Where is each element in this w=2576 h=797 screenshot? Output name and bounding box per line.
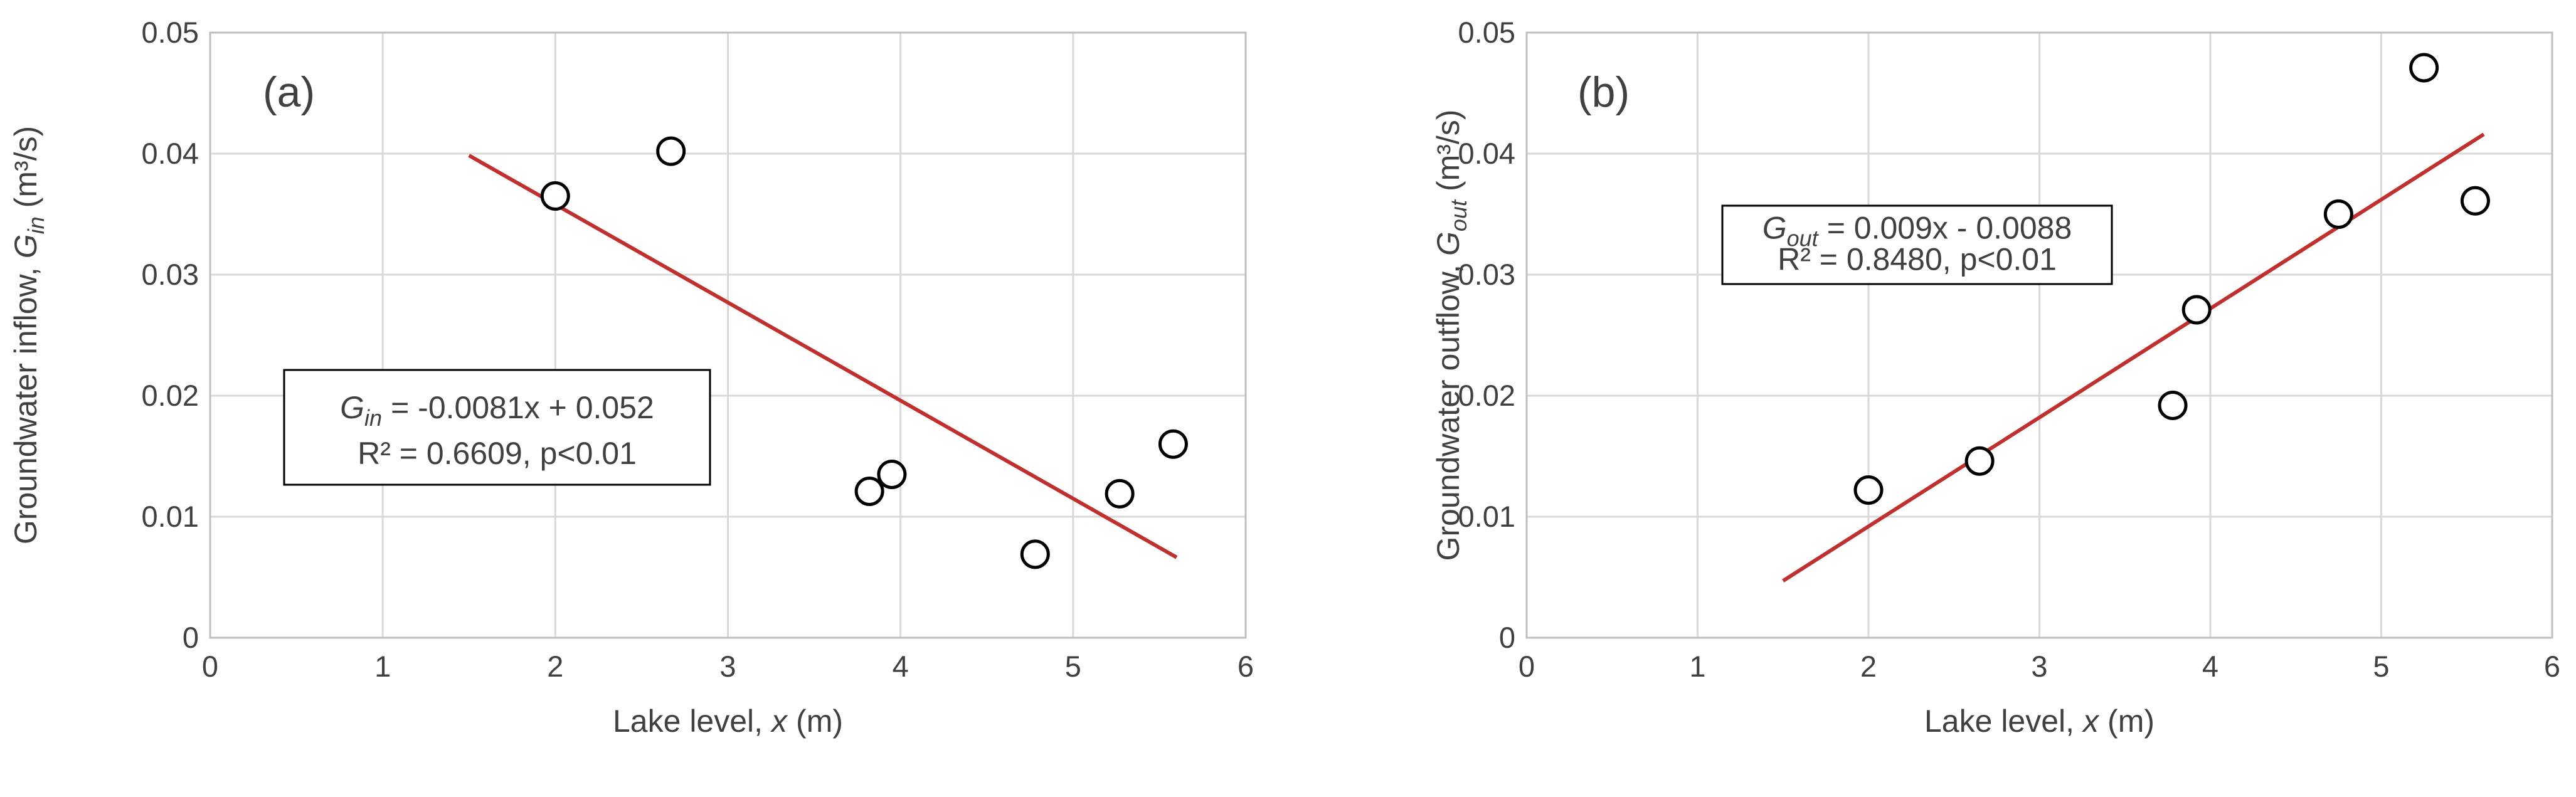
x-label-symbol: x — [2082, 704, 2100, 739]
data-point — [1158, 429, 1188, 459]
x-label-text: Lake level, — [1924, 704, 2074, 739]
y-tick-label: 0.04 — [1458, 137, 1515, 170]
x-tick-label: 4 — [2202, 650, 2218, 683]
equation-box — [1721, 204, 2113, 285]
x-tick-label: 0 — [1519, 650, 1535, 683]
x-tick-label: 5 — [2373, 650, 2389, 683]
equation-box — [283, 369, 711, 486]
x-tick-label: 3 — [719, 650, 736, 683]
equation-subscript: in — [364, 405, 382, 431]
x-tick-label: 0 — [202, 650, 218, 683]
y-tick-label: 0.01 — [142, 500, 199, 533]
x-axis-label: Lake level, x (m) — [613, 704, 843, 739]
y-tick-label: 0.04 — [142, 137, 199, 170]
data-point — [854, 476, 884, 506]
y-label-unit: (m³/s) — [1431, 110, 1466, 192]
x-tick-label: 5 — [1065, 650, 1081, 683]
y-axis-label: Groundwater outflow, Gout (m³/s) — [1431, 110, 1471, 561]
equation-stats: R² = 0.6609, p<0.01 — [358, 436, 637, 471]
data-point — [2409, 53, 2439, 83]
y-tick-label: 0.02 — [1458, 379, 1515, 412]
data-point — [656, 136, 686, 166]
x-tick-label: 2 — [1860, 650, 1877, 683]
panel-label: (b) — [1577, 68, 1630, 116]
x-axis-label: Lake level, x (m) — [1924, 704, 2155, 739]
equation-subscript: out — [1787, 226, 1820, 251]
plot-border — [209, 31, 1247, 639]
y-tick-label: 0.01 — [1458, 500, 1515, 533]
x-tick-label: 2 — [547, 650, 563, 683]
equation-symbol: G — [340, 390, 364, 425]
trendline — [1782, 132, 2485, 583]
x-label-unit: (m) — [796, 704, 843, 739]
data-point — [1853, 475, 1884, 505]
x-label-symbol: x — [770, 704, 788, 739]
y-label-subscript: in — [23, 216, 49, 234]
y-tick-label: 0.05 — [1458, 16, 1515, 49]
equation: Gout = 0.009x - 0.0088 — [1762, 211, 2072, 251]
y-tick-label: 0 — [1499, 621, 1515, 654]
x-tick-label: 3 — [2031, 650, 2047, 683]
y-label-symbol: G — [8, 234, 43, 258]
equation-text: = -0.0081x + 0.052 — [391, 390, 654, 425]
data-point — [1964, 446, 1995, 476]
y-label-symbol: G — [1431, 231, 1466, 256]
x-tick-label: 1 — [1689, 650, 1705, 683]
y-label-subscript: out — [1446, 199, 1471, 231]
panel-label: (a) — [263, 68, 315, 116]
data-point — [2323, 199, 2353, 229]
x-label-text: Lake level, — [613, 704, 763, 739]
data-point — [2460, 186, 2490, 216]
y-tick-label: 0 — [183, 621, 199, 654]
plot-border — [1525, 31, 2553, 639]
y-label-unit: (m³/s) — [8, 126, 43, 208]
x-tick-label: 4 — [893, 650, 909, 683]
equation-stats: R² = 0.8480, p<0.01 — [1778, 242, 2057, 277]
x-tick-label: 6 — [1238, 650, 1254, 683]
data-point — [2158, 390, 2188, 420]
y-tick-label: 0.02 — [142, 379, 199, 412]
equation-text: = 0.009x - 0.0088 — [1827, 211, 2072, 246]
data-point — [1105, 478, 1135, 509]
equation: Gin = -0.0081x + 0.052 — [340, 390, 654, 431]
x-tick-label: 1 — [374, 650, 391, 683]
data-point — [1020, 539, 1050, 569]
data-point — [877, 459, 907, 489]
data-point — [2181, 295, 2212, 325]
y-tick-label: 0.03 — [142, 258, 199, 291]
y-tick-label: 0.05 — [142, 16, 199, 49]
y-axis-label: Groundwater inflow, Gin (m³/s) — [8, 126, 49, 544]
y-label-text: Groundwater inflow, — [8, 267, 43, 544]
y-label-text: Groundwater outflow, — [1431, 265, 1466, 561]
y-tick-label: 0.03 — [1458, 258, 1515, 291]
x-label-unit: (m) — [2107, 704, 2155, 739]
x-tick-label: 6 — [2544, 650, 2560, 683]
trendline — [468, 154, 1178, 559]
equation-symbol: G — [1762, 211, 1787, 246]
data-point — [540, 181, 570, 211]
